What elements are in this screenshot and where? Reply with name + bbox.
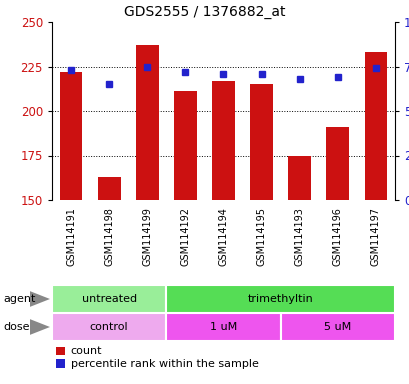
Bar xyxy=(97,177,120,200)
Text: GSM114198: GSM114198 xyxy=(104,207,114,266)
Bar xyxy=(249,84,272,200)
Bar xyxy=(326,127,348,200)
Polygon shape xyxy=(30,319,50,335)
Text: GSM114195: GSM114195 xyxy=(256,207,266,266)
Bar xyxy=(52,285,166,313)
Text: 1 uM: 1 uM xyxy=(209,322,236,332)
Text: GSM114193: GSM114193 xyxy=(294,207,304,266)
Text: 5 uM: 5 uM xyxy=(324,322,351,332)
Bar xyxy=(166,313,280,341)
Text: GSM114194: GSM114194 xyxy=(218,207,228,266)
Text: dose: dose xyxy=(3,322,29,332)
Text: percentile rank within the sample: percentile rank within the sample xyxy=(70,359,258,369)
Text: GSM114192: GSM114192 xyxy=(180,207,190,266)
Bar xyxy=(280,313,394,341)
Text: GSM114191: GSM114191 xyxy=(66,207,76,266)
Bar xyxy=(59,72,82,200)
Bar xyxy=(173,91,196,200)
Text: trimethyltin: trimethyltin xyxy=(247,294,313,304)
Text: GSM114197: GSM114197 xyxy=(370,207,380,266)
Text: untreated: untreated xyxy=(81,294,136,304)
Bar xyxy=(135,45,158,200)
Bar xyxy=(166,285,394,313)
Text: GDS2555 / 1376882_at: GDS2555 / 1376882_at xyxy=(124,5,285,19)
Bar xyxy=(211,81,234,200)
Bar xyxy=(364,52,387,200)
Text: control: control xyxy=(90,322,128,332)
Text: GSM114199: GSM114199 xyxy=(142,207,152,266)
Bar xyxy=(288,156,310,200)
Polygon shape xyxy=(30,291,50,307)
Text: count: count xyxy=(70,346,102,356)
Text: agent: agent xyxy=(3,294,35,304)
Bar xyxy=(52,313,166,341)
Text: GSM114196: GSM114196 xyxy=(332,207,342,266)
